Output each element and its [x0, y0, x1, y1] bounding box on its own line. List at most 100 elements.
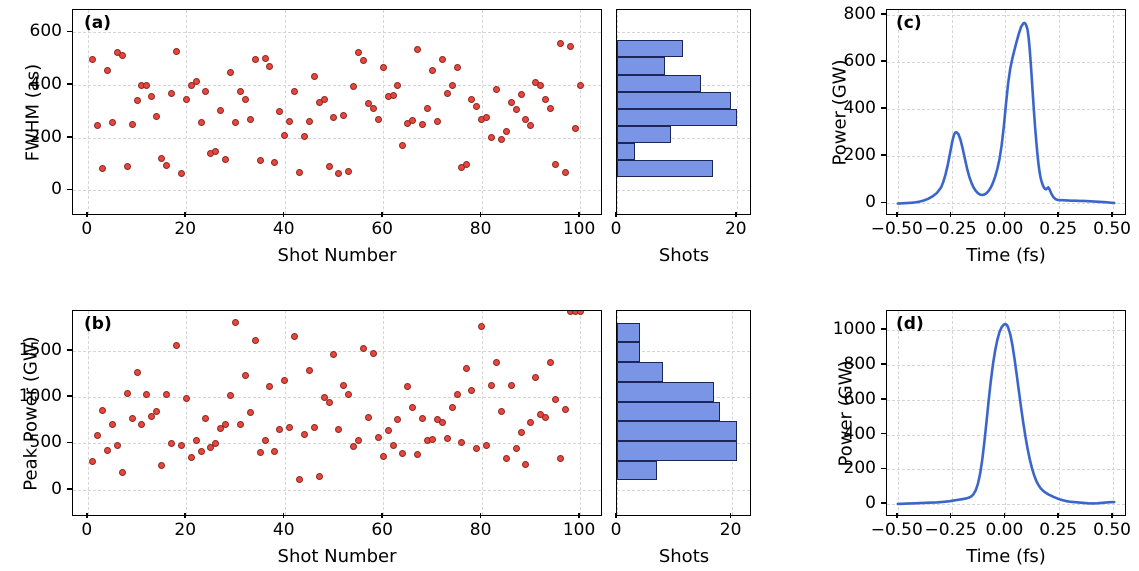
scatter-point: [556, 455, 564, 463]
scatter-point: [315, 99, 323, 107]
scatter-point: [153, 408, 161, 416]
x-tick-mark: [1111, 211, 1113, 217]
x-tick-mark: [1003, 512, 1006, 518]
scatter-point: [478, 323, 486, 331]
gridline-vertical: [87, 311, 89, 515]
panel-b-hist-axes: [616, 310, 751, 516]
x-tick-label: 0.00: [985, 218, 1024, 239]
scatter-point: [187, 81, 195, 89]
scatter-point: [468, 386, 476, 394]
scatter-point: [502, 455, 510, 463]
scatter-point: [320, 393, 328, 401]
scatter-point: [118, 469, 126, 477]
scatter-point: [291, 333, 299, 341]
gridline-vertical: [736, 10, 738, 214]
scatter-point: [197, 119, 205, 127]
scatter-point: [133, 369, 141, 377]
scatter-point: [182, 95, 190, 103]
scatter-point: [310, 72, 318, 80]
y-tick-mark: [881, 502, 886, 505]
gridline-horizontal: [73, 489, 601, 491]
scatter-point: [507, 98, 515, 106]
scatter-point: [512, 445, 520, 453]
x-tick-label: 20: [719, 519, 742, 540]
scatter-point: [409, 117, 417, 125]
scatter-point: [433, 117, 441, 125]
x-tick-mark: [735, 211, 737, 217]
gridline-horizontal: [617, 190, 750, 192]
x-tick-mark: [615, 512, 617, 518]
histogram-bar: [617, 143, 635, 161]
histogram-bar: [617, 421, 738, 441]
gridline-horizontal: [617, 489, 750, 491]
scatter-point: [547, 105, 555, 112]
scatter-point: [527, 418, 535, 426]
panel-a-ylabel: FWHM (as): [22, 63, 44, 162]
histogram-bar: [617, 460, 658, 481]
y-tick-mark: [67, 83, 72, 85]
x-tick-mark: [479, 512, 482, 518]
scatter-point: [409, 403, 417, 411]
power-curve: [896, 322, 1116, 506]
y-tick-label: 1500: [18, 339, 62, 360]
scatter-point: [522, 115, 530, 123]
scatter-point: [532, 374, 540, 382]
scatter-point: [305, 117, 313, 125]
scatter-point: [443, 434, 451, 442]
scatter-point: [158, 462, 166, 470]
scatter-point: [143, 82, 151, 90]
scatter-point: [379, 63, 387, 71]
scatter-point: [359, 345, 367, 353]
y-tick-mark: [881, 467, 886, 470]
scatter-point: [345, 167, 353, 175]
y-tick-mark: [881, 328, 886, 330]
scatter-point: [320, 95, 328, 103]
histogram-bar: [617, 322, 640, 343]
y-tick-mark: [67, 487, 72, 490]
x-tick-mark: [949, 512, 952, 518]
scatter-point: [369, 349, 377, 357]
y-tick-label: 200: [29, 126, 62, 147]
scatter-point: [453, 63, 461, 71]
histogram-bar: [617, 108, 737, 126]
x-tick-label: 80: [469, 519, 492, 540]
scatter-point: [325, 162, 333, 170]
scatter-point: [473, 103, 481, 111]
panel-a-hist-xlabel: Shots: [658, 245, 710, 266]
scatter-point: [261, 436, 269, 444]
power-curve: [896, 21, 1116, 205]
scatter-point: [542, 96, 550, 104]
scatter-point: [463, 364, 471, 372]
scatter-point: [335, 426, 343, 434]
scatter-point: [423, 105, 431, 113]
x-tick-mark: [578, 211, 580, 217]
scatter-point: [330, 351, 338, 359]
scatter-point: [576, 311, 584, 315]
scatter-point: [148, 413, 156, 421]
scatter-point: [266, 383, 274, 391]
gridline-vertical: [731, 311, 733, 515]
scatter-point: [222, 421, 230, 429]
gridline-vertical: [580, 311, 582, 515]
y-tick-label: 600: [29, 21, 62, 42]
gridline-vertical: [186, 10, 188, 214]
x-tick-label: 40: [272, 519, 295, 540]
gridline-horizontal: [73, 350, 601, 352]
scatter-point: [443, 89, 451, 97]
x-tick-mark: [949, 211, 952, 217]
panel-d-xlabel: Time (fs): [966, 546, 1046, 567]
gridline-vertical: [481, 311, 483, 515]
scatter-point: [335, 170, 343, 178]
scatter-point: [448, 404, 456, 412]
scatter-point: [576, 81, 584, 89]
scatter-point: [512, 106, 520, 114]
scatter-point: [281, 376, 289, 384]
scatter-point: [438, 418, 446, 426]
histogram-bar: [617, 91, 731, 109]
gridline-horizontal: [617, 32, 750, 34]
x-tick-label: 20: [174, 218, 197, 239]
scatter-point: [300, 431, 308, 439]
y-tick-mark: [881, 201, 886, 204]
panel-b-hist: Shots 0 20: [600, 290, 790, 571]
scatter-point: [537, 81, 545, 89]
